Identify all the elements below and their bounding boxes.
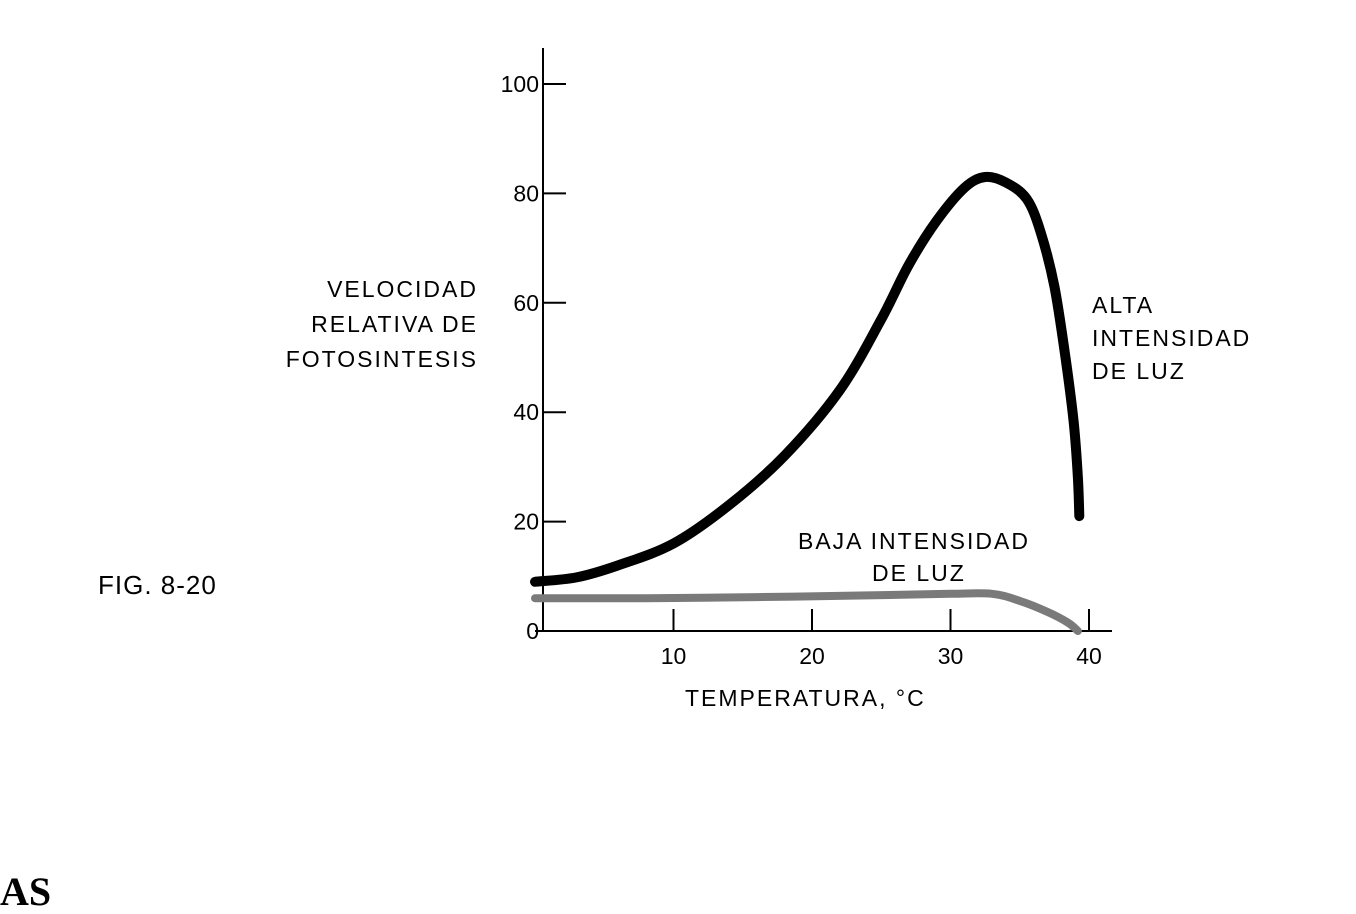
figure-label: FIG. 8-20 (98, 570, 217, 600)
y-axis-label: VELOCIDAD RELATIVA DE FOTOSINTESIS (286, 276, 478, 372)
series-label-baja-intensidad: BAJA INTENSIDAD DE LUZ (798, 528, 1030, 586)
x-tick-label: 40 (1076, 643, 1102, 669)
y-tick-label: 0 (526, 618, 539, 644)
y-tick-label: 20 (513, 509, 539, 535)
y-axis-ticks: 0 20 40 60 80 100 (501, 71, 566, 644)
series-line-baja-intensidad (531, 589, 1082, 635)
y-tick-label: 100 (501, 71, 539, 97)
y-tick-label: 40 (513, 399, 539, 425)
corner-text-fragment: AS (0, 869, 52, 914)
series-line-alta-intensidad (530, 171, 1085, 587)
x-tick-label: 10 (661, 643, 687, 669)
x-tick-label: 30 (938, 643, 964, 669)
x-axis-label: TEMPERATURA, °C (685, 685, 926, 711)
y-tick-label: 80 (513, 180, 539, 206)
y-tick-label: 60 (513, 290, 539, 316)
x-axis-ticks: 10 20 30 40 (661, 609, 1102, 669)
x-tick-label: 20 (799, 643, 825, 669)
series-label-alta-intensidad: ALTA INTENSIDAD DE LUZ (1092, 292, 1251, 384)
